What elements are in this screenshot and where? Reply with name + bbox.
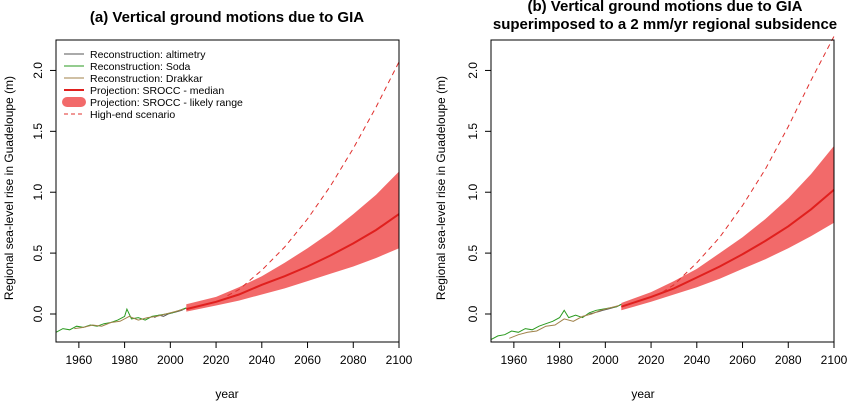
x-tick-label: 1980 (546, 353, 573, 367)
x-tick-label: 2020 (638, 353, 665, 367)
chart-title: (a) Vertical ground motions due to GIA (90, 9, 364, 26)
x-tick-label: 2000 (157, 353, 184, 367)
x-tick-label: 1960 (66, 353, 93, 367)
series-projection-srocc-median (186, 213, 400, 311)
y-tick-label: 1.5 (31, 123, 45, 140)
x-tick-label: 2100 (821, 353, 848, 367)
x-tick-label: 2060 (294, 353, 321, 367)
y-tick-label: 1.0 (466, 184, 480, 201)
plot-frame (55, 39, 400, 343)
x-tick-label: 2040 (248, 353, 275, 367)
x-tick-label: 1960 (501, 353, 528, 367)
x-tick-label: 1980 (111, 353, 138, 367)
legend-label: Reconstruction: Soda (90, 61, 191, 73)
x-tick-label: 2080 (340, 353, 367, 367)
y-tick-label: 1.5 (466, 123, 480, 140)
series-reconstruction-drakkar (74, 308, 185, 330)
y-tick-label: 1.0 (31, 184, 45, 201)
y-axis-label: Regional sea-level rise in Guadeloupe (m… (2, 76, 16, 300)
x-tick-label: 2040 (683, 353, 710, 367)
x-tick-label: 2000 (592, 353, 619, 367)
x-tick-label: 2080 (775, 353, 802, 367)
x-tick-label: 2060 (729, 353, 756, 367)
legend-label: High-end scenario (90, 109, 175, 121)
x-axis-label: year (631, 387, 654, 401)
series-projection-srocc-likely-range (621, 145, 834, 311)
chart-title-line-2: superimposed to a 2 mm/yr regional subsi… (493, 16, 837, 33)
series-high-end-scenario (662, 36, 835, 293)
legend-label: Reconstruction: Drakkar (90, 73, 203, 85)
x-tick-label: 2020 (203, 353, 230, 367)
legend-label: Projection: SROCC - median (90, 85, 224, 97)
legend-swatch-likely-range (62, 97, 86, 107)
x-axis-label: year (215, 387, 238, 401)
series-projection-srocc-median (620, 189, 835, 308)
x-tick-label: 2100 (386, 353, 413, 367)
plot-frame (490, 39, 835, 343)
y-tick-label: 2.0 (466, 62, 480, 79)
legend-label: Reconstruction: altimetry (90, 49, 206, 61)
y-tick-label: 0.5 (31, 244, 45, 261)
y-axis-label: Regional sea-level rise in Guadeloupe (m… (434, 76, 448, 300)
panel-b: (b) Vertical ground motions due to GIA s… (434, 0, 848, 401)
legend-label: Projection: SROCC - likely range (90, 97, 243, 109)
y-tick-label: 0.0 (466, 305, 480, 322)
y-tick-label: 2.0 (31, 62, 45, 79)
chart-title-line-1: (b) Vertical ground motions due to GIA (527, 0, 802, 15)
y-tick-label: 0.5 (466, 244, 480, 261)
panel-a: (a) Vertical ground motions due to GIA y… (2, 9, 413, 401)
series-high-end-scenario (227, 61, 400, 297)
series-projection-srocc-likely-range (186, 171, 399, 312)
y-tick-label: 0.0 (31, 305, 45, 322)
series-reconstruction-soda (490, 303, 622, 341)
series-reconstruction-drakkar (509, 305, 620, 339)
legend: Reconstruction: altimetry Reconstruction… (62, 49, 243, 121)
